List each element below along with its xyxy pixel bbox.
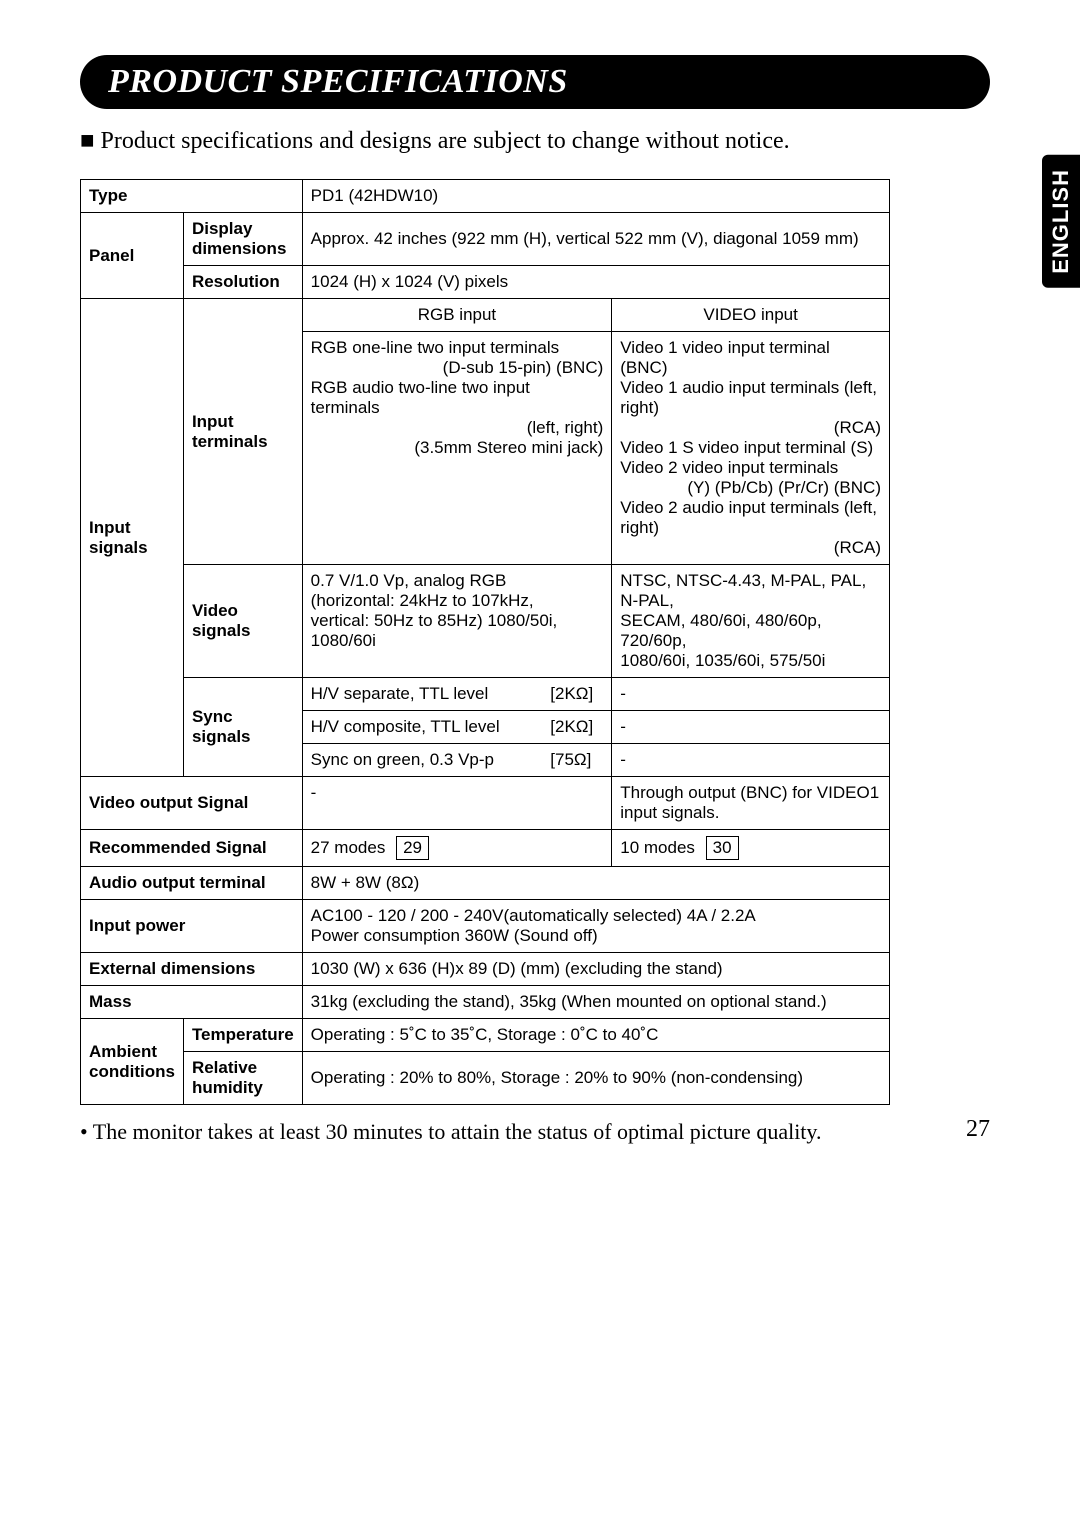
cell-video-signals-rgb: 0.7 V/1.0 Vp, analog RGB (horizontal: 24… — [302, 565, 612, 678]
row-label-panel: Panel — [81, 213, 184, 299]
language-tab: ENGLISH — [1042, 155, 1080, 288]
cell-sync3-c: - — [612, 744, 890, 777]
cell-input-power: AC100 - 120 / 200 - 240V(automatically s… — [302, 900, 889, 953]
cell-sync1-c: - — [612, 678, 890, 711]
row-label-type: Type — [81, 180, 303, 213]
row-label-audio-output: Audio output terminal — [81, 867, 303, 900]
cell-sync3-b: [75Ω] — [542, 744, 611, 777]
row-label-input-terminals: Input terminals — [183, 299, 302, 565]
page-title: PRODUCT SPECIFICATIONS — [108, 63, 568, 100]
page-ref-box: 30 — [706, 836, 739, 860]
row-value-resolution: 1024 (H) x 1024 (V) pixels — [302, 266, 889, 299]
row-label-input-power: Input power — [81, 900, 303, 953]
cell-recommended-rgb: 27 modes 29 — [302, 830, 612, 867]
cell-sync1-b: [2KΩ] — [542, 678, 611, 711]
row-value-display-dimensions: Approx. 42 inches (922 mm (H), vertical … — [302, 213, 889, 266]
cell-video-output-rgb: - — [302, 777, 612, 830]
spec-table: Type PD1 (42HDW10) Panel Display dimensi… — [80, 179, 890, 1105]
cell-external-dimensions: 1030 (W) x 636 (H)x 89 (D) (mm) (excludi… — [302, 953, 889, 986]
cell-video-terminals: Video 1 video input terminal (BNC) Video… — [612, 332, 890, 565]
row-label-external-dimensions: External dimensions — [81, 953, 303, 986]
row-label-sync-signals: Sync signals — [183, 678, 302, 777]
cell-sync2-c: - — [612, 711, 890, 744]
cell-temperature: Operating : 5˚C to 35˚C, Storage : 0˚C t… — [302, 1019, 889, 1052]
header-video-input: VIDEO input — [612, 299, 890, 332]
page-ref-box: 29 — [396, 836, 429, 860]
header-rgb-input: RGB input — [302, 299, 612, 332]
cell-sync2-a: H/V composite, TTL level — [302, 711, 542, 744]
row-label-recommended-signal: Recommended Signal — [81, 830, 303, 867]
cell-video-signals-video: NTSC, NTSC-4.43, M-PAL, PAL, N-PAL, SECA… — [612, 565, 890, 678]
cell-humidity: Operating : 20% to 80%, Storage : 20% to… — [302, 1052, 889, 1105]
cell-sync3-a: Sync on green, 0.3 Vp-p — [302, 744, 542, 777]
row-label-video-output: Video output Signal — [81, 777, 303, 830]
cell-recommended-video: 10 modes 30 — [612, 830, 890, 867]
cell-sync2-b: [2KΩ] — [542, 711, 611, 744]
footnote: • The monitor takes at least 30 minutes … — [80, 1119, 990, 1145]
row-label-resolution: Resolution — [183, 266, 302, 299]
row-label-mass: Mass — [81, 986, 303, 1019]
cell-audio-output: 8W + 8W (8Ω) — [302, 867, 889, 900]
row-label-temperature: Temperature — [183, 1019, 302, 1052]
row-value-type: PD1 (42HDW10) — [302, 180, 889, 213]
row-label-display-dimensions: Display dimensions — [183, 213, 302, 266]
subtitle: ■ Product specifications and designs are… — [80, 127, 990, 155]
row-label-video-signals: Video signals — [183, 565, 302, 678]
row-label-ambient: Ambient conditions — [81, 1019, 184, 1105]
cell-mass: 31kg (excluding the stand), 35kg (When m… — [302, 986, 889, 1019]
cell-rgb-terminals: RGB one-line two input terminals (D-sub … — [302, 332, 612, 565]
cell-video-output-video: Through output (BNC) for VIDEO1 input si… — [612, 777, 890, 830]
row-label-input-signals: Input signals — [81, 299, 184, 777]
page-number: 27 — [966, 1116, 990, 1143]
title-bar: PRODUCT SPECIFICATIONS — [80, 55, 990, 109]
cell-sync1-a: H/V separate, TTL level — [302, 678, 542, 711]
row-label-humidity: Relative humidity — [183, 1052, 302, 1105]
